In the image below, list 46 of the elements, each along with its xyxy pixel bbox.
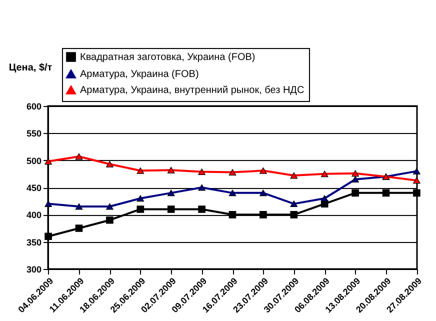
legend-label: Арматура, Украина, внутренний рынок, без НДС <box>80 85 304 96</box>
point <box>290 200 298 208</box>
legend-label: Квадратная заготовка, Украина (FOB) <box>80 52 256 63</box>
point <box>167 206 175 213</box>
y-tick-label: 500 <box>26 156 42 166</box>
point <box>320 170 328 178</box>
point <box>136 167 144 174</box>
point <box>167 166 175 174</box>
point <box>75 224 83 232</box>
legend-label: Арматура, Украина (FOB) <box>80 69 199 80</box>
point <box>228 190 236 196</box>
point <box>44 200 52 208</box>
y-axis-title: Цена, $/т <box>8 62 52 74</box>
point <box>198 168 206 175</box>
point <box>75 203 83 210</box>
point <box>228 211 236 218</box>
point <box>352 189 359 197</box>
point <box>198 206 206 213</box>
point <box>198 184 206 191</box>
point <box>352 176 359 183</box>
point <box>413 177 420 184</box>
y-tick-label: 550 <box>26 128 42 139</box>
y-tick-label: 600 <box>26 102 42 112</box>
point <box>290 172 298 179</box>
point <box>106 203 114 210</box>
point <box>290 211 298 218</box>
y-tick-label: 300 <box>26 264 42 274</box>
point <box>75 153 83 160</box>
point <box>260 211 267 218</box>
point <box>260 190 267 196</box>
point <box>136 195 144 202</box>
point <box>352 170 359 177</box>
point <box>320 195 328 202</box>
point <box>382 189 390 197</box>
point <box>44 232 52 240</box>
point <box>413 189 420 197</box>
y-tick-label: 450 <box>26 183 42 193</box>
y-tick-label: 400 <box>26 210 42 220</box>
point <box>167 190 175 196</box>
point <box>260 167 267 174</box>
point <box>106 160 114 168</box>
point <box>228 169 236 176</box>
point <box>413 168 420 174</box>
y-tick-label: 350 <box>26 237 42 248</box>
point <box>136 206 144 213</box>
point <box>106 216 114 224</box>
